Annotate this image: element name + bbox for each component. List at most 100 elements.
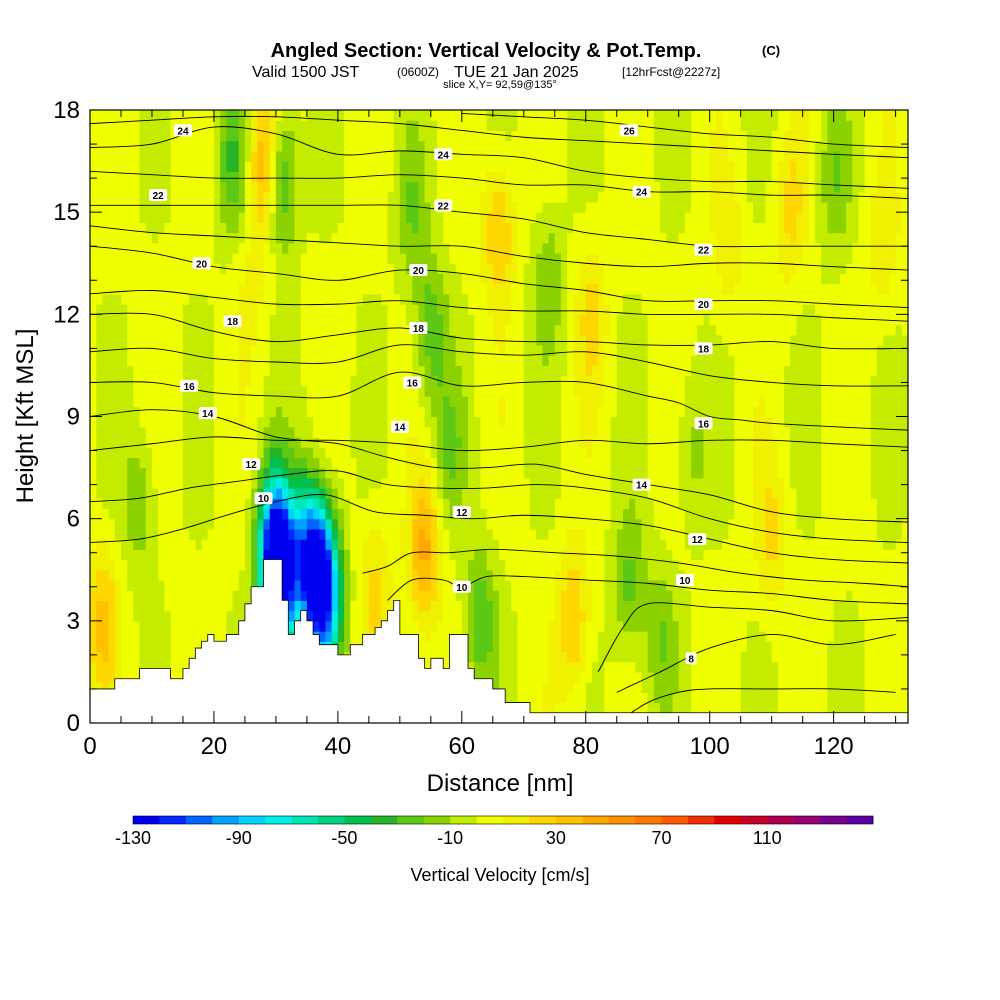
velocity-cell — [560, 283, 568, 295]
velocity-cell — [127, 232, 134, 244]
velocity-cell — [573, 692, 581, 704]
velocity-cell — [257, 191, 265, 203]
velocity-cell — [300, 263, 308, 275]
velocity-cell — [536, 150, 543, 162]
velocity-cell — [108, 263, 116, 275]
velocity-cell — [226, 181, 234, 193]
velocity-cell — [127, 161, 134, 172]
velocity-cell — [560, 569, 568, 581]
velocity-cell — [604, 671, 612, 683]
velocity-cell — [356, 253, 364, 264]
velocity-cell — [269, 539, 277, 550]
velocity-cell — [455, 181, 463, 193]
velocity-cell — [213, 508, 221, 520]
velocity-cell — [344, 191, 351, 203]
velocity-cell — [220, 436, 227, 448]
velocity-cell — [201, 120, 209, 132]
velocity-cell — [120, 436, 128, 448]
velocity-cell — [480, 365, 488, 377]
velocity-cell — [238, 283, 246, 295]
velocity-cell — [244, 396, 252, 407]
velocity-cell — [406, 528, 413, 540]
velocity-cell — [461, 150, 469, 162]
velocity-cell — [554, 641, 562, 653]
velocity-cell — [164, 181, 172, 193]
velocity-cell — [449, 161, 457, 172]
velocity-cell — [294, 385, 302, 397]
velocity-cell — [511, 140, 519, 152]
velocity-cell — [554, 130, 562, 142]
velocity-cell — [164, 549, 172, 561]
velocity-cell — [127, 631, 134, 642]
velocity-cell — [412, 201, 420, 213]
velocity-cell — [331, 324, 339, 336]
velocity-cell — [381, 263, 389, 275]
velocity-cell — [387, 110, 395, 121]
velocity-cell — [306, 396, 314, 407]
velocity-cell — [375, 385, 382, 397]
velocity-cell — [579, 457, 587, 469]
velocity-cell — [468, 253, 475, 264]
velocity-cell — [406, 569, 413, 581]
velocity-cell — [536, 488, 543, 499]
velocity-cell — [505, 344, 512, 356]
velocity-cell — [437, 579, 444, 591]
velocity-cell — [313, 161, 320, 172]
velocity-cell — [164, 283, 172, 295]
velocity-cell — [145, 120, 153, 132]
velocity-cell — [120, 426, 128, 438]
velocity-cell — [437, 426, 444, 438]
velocity-cell — [499, 283, 506, 295]
velocity-cell — [511, 682, 519, 693]
velocity-cell — [127, 610, 134, 622]
velocity-cell — [412, 559, 420, 571]
velocity-cell — [579, 610, 587, 622]
velocity-cell — [542, 661, 550, 673]
velocity-cell — [189, 324, 196, 336]
velocity-cell — [195, 314, 203, 326]
velocity-cell — [263, 406, 271, 418]
velocity-cell — [269, 140, 277, 152]
velocity-cell — [294, 293, 302, 305]
velocity-cell — [176, 232, 184, 244]
velocity-cell — [294, 120, 302, 132]
velocity-cell — [263, 375, 271, 387]
velocity-cell — [399, 508, 407, 520]
velocity-cell — [567, 559, 574, 571]
velocity-cell — [238, 140, 246, 152]
velocity-cell — [387, 355, 395, 367]
velocity-cell — [585, 355, 593, 367]
velocity-cell — [213, 477, 221, 489]
velocity-cell — [244, 447, 252, 458]
velocity-cell — [182, 447, 190, 458]
velocity-cell — [554, 222, 562, 234]
velocity-cell — [220, 222, 227, 234]
velocity-cell — [468, 661, 475, 673]
velocity-cell — [90, 508, 97, 520]
velocity-cell — [461, 283, 469, 295]
velocity-cell — [567, 651, 574, 663]
velocity-cell — [300, 375, 308, 387]
velocity-cell — [275, 344, 283, 356]
velocity-cell — [288, 518, 296, 530]
velocity-cell — [325, 273, 333, 285]
velocity-cell — [158, 334, 165, 346]
velocity-cell — [505, 671, 512, 683]
velocity-cell — [139, 641, 147, 653]
velocity-cell — [257, 549, 265, 561]
velocity-cell — [523, 549, 531, 561]
velocity-cell — [176, 222, 184, 234]
velocity-cell — [548, 559, 556, 571]
velocity-cell — [430, 590, 438, 601]
velocity-cell — [591, 651, 599, 663]
velocity-cell — [461, 181, 469, 193]
velocity-cell — [90, 447, 97, 458]
velocity-cell — [554, 518, 562, 530]
velocity-cell — [313, 293, 320, 305]
velocity-cell — [151, 242, 159, 254]
velocity-cell — [505, 508, 512, 520]
velocity-cell — [486, 569, 494, 581]
velocity-cell — [430, 447, 438, 458]
velocity-cell — [418, 232, 426, 244]
velocity-cell — [560, 344, 568, 356]
